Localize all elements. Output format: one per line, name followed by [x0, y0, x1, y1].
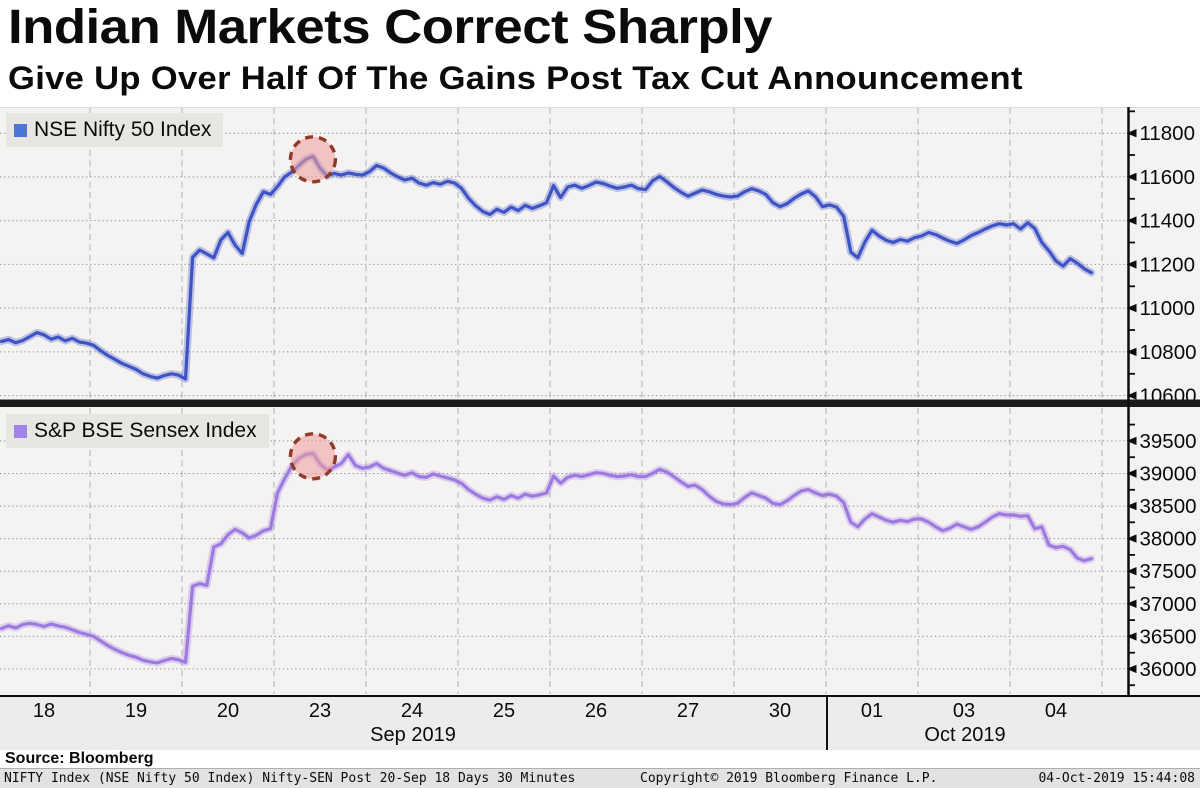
y-axis-tick-arrow — [1126, 436, 1137, 446]
y-axis-label: 11600 — [1140, 166, 1195, 189]
y-axis-tick-arrow — [1126, 632, 1137, 641]
y-axis-label: 10800 — [1140, 341, 1197, 364]
y-axis-label: 11200 — [1140, 253, 1195, 276]
sensex-legend-marker-icon — [14, 424, 27, 438]
chart-plot-area: 10600 10800 11000 11200 11400 11600 11800 36000… — [0, 107, 1200, 695]
x-axis-day-label: 03 — [952, 700, 976, 722]
nifty-legend-marker-icon — [14, 123, 27, 137]
y-axis-minor-tick — [1128, 521, 1135, 524]
y-axis-label: 11000 — [1140, 297, 1195, 320]
y-axis-minor-tick — [1128, 285, 1135, 288]
page-title: Indian Markets Correct Sharply — [8, 1, 773, 54]
y-axis-tick-arrow — [1126, 469, 1137, 478]
y-axis-tick-arrow — [1126, 391, 1137, 400]
y-axis-minor-tick — [1128, 197, 1135, 200]
y-axis-label: 39500 — [1140, 430, 1197, 453]
x-axis-day-label: 24 — [400, 700, 424, 722]
y-axis-minor-tick — [1128, 684, 1135, 687]
y-axis-label: 11800 — [1140, 122, 1195, 145]
nifty-legend-label: NSE Nifty 50 Index — [34, 118, 212, 141]
y-axis-tick-arrow — [1126, 303, 1137, 313]
legend-nifty: NSE Nifty 50 Index — [6, 113, 224, 147]
y-axis-minor-tick — [1128, 488, 1135, 491]
y-axis-tick-arrow — [1126, 501, 1137, 511]
x-axis-day-label: 30 — [768, 700, 792, 722]
y-axis-label: 37500 — [1140, 560, 1197, 583]
y-axis-label: 38500 — [1140, 495, 1197, 518]
x-axis-day-label: 25 — [492, 700, 516, 722]
x-axis-day-label: 04 — [1044, 700, 1068, 722]
month-divider — [826, 697, 828, 750]
source-line: Source: Bloomberg — [0, 750, 1200, 768]
x-axis-band: 18 19 20 23 24 25 26 27 30 01 03 04 Sep 2019 Oct 2019 — [0, 695, 1200, 750]
nifty-line — [0, 154, 1093, 381]
y-axis-minor-tick — [1128, 154, 1135, 156]
y-axis-tick-arrow — [1126, 567, 1137, 576]
y-axis-minor-tick — [1128, 423, 1135, 426]
y-axis-tick-arrow — [1126, 664, 1137, 674]
sensex-legend-label: S&P BSE Sensex Index — [34, 419, 257, 442]
y-axis-minor-tick — [1128, 329, 1135, 331]
x-axis-day-label: 01 — [860, 700, 884, 722]
x-axis-day-label: 20 — [216, 700, 240, 722]
x-axis-month-label: Sep 2019 — [370, 724, 456, 746]
y-axis-minor-tick — [1128, 554, 1135, 556]
y-axis-tick-arrow — [1126, 534, 1137, 543]
y-axis-tick-arrow — [1126, 347, 1137, 357]
y-axis-label: 37000 — [1140, 593, 1197, 616]
y-axis-label: 36000 — [1140, 658, 1197, 681]
terminal-status-bar: NIFTY Index (NSE Nifty 50 Index) Nifty-S… — [0, 768, 1200, 788]
x-axis-day-label: 19 — [124, 700, 148, 722]
y-axis-label: 39000 — [1140, 463, 1197, 486]
y-axis-label: 11400 — [1140, 210, 1195, 233]
x-axis-month-label: Oct 2019 — [924, 724, 1006, 746]
panel-divider — [0, 399, 1200, 407]
y-axis-tick-arrow — [1126, 172, 1137, 182]
y-axis-tick-arrow — [1126, 599, 1137, 608]
highlight-circle-nifty — [288, 135, 338, 184]
y-axis-minor-tick — [1128, 372, 1135, 375]
y-axis-minor-tick — [1128, 651, 1135, 654]
footer-timestamp: 04-Oct-2019 15:44:08 — [1038, 771, 1195, 786]
y-axis-tick-arrow — [1126, 260, 1137, 269]
y-axis-minor-tick — [1128, 110, 1135, 113]
footer-security-info: NIFTY Index (NSE Nifty 50 Index) Nifty-S… — [4, 771, 576, 786]
y-axis-tick-arrow — [1126, 129, 1137, 138]
x-axis-day-label: 23 — [308, 700, 332, 722]
x-axis-day-label: 27 — [676, 700, 700, 722]
y-axis-minor-tick — [1128, 456, 1135, 459]
y-axis-tick-arrow — [1126, 216, 1137, 225]
y-axis-minor-tick — [1128, 619, 1135, 621]
x-axis-day-label: 26 — [584, 700, 608, 722]
legend-sensex: S&P BSE Sensex Index — [6, 414, 269, 448]
y-axis-label: 38000 — [1140, 528, 1197, 551]
x-axis-day-label: 18 — [32, 700, 56, 722]
y-axis-minor-tick — [1128, 241, 1135, 244]
y-axis-minor-tick — [1128, 586, 1135, 589]
highlight-circle-sensex — [288, 432, 338, 481]
footer-copyright: Copyright© 2019 Bloomberg Finance L.P. — [640, 771, 938, 786]
y-axis-label: 36500 — [1140, 625, 1197, 648]
page-subtitle: Give Up Over Half Of The Gains Post Tax … — [8, 60, 1023, 96]
sensex-line — [0, 451, 1093, 665]
